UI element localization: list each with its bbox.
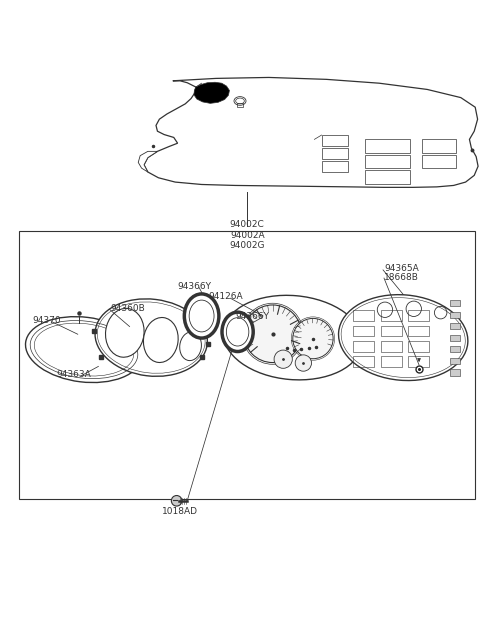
Bar: [422, 155, 456, 168]
Bar: [450, 358, 460, 364]
Bar: [322, 135, 348, 145]
Polygon shape: [144, 78, 478, 187]
Ellipse shape: [25, 317, 143, 382]
Text: 1018AD: 1018AD: [162, 507, 198, 516]
Ellipse shape: [293, 319, 333, 359]
Text: 94365A: 94365A: [384, 264, 419, 274]
Bar: [450, 346, 460, 353]
Ellipse shape: [171, 495, 182, 506]
Text: 18668B: 18668B: [384, 272, 419, 282]
Bar: [450, 312, 460, 318]
Bar: [365, 140, 410, 153]
Bar: [322, 161, 348, 171]
Bar: [422, 140, 456, 153]
Ellipse shape: [274, 350, 292, 368]
Polygon shape: [138, 151, 157, 172]
Bar: [450, 323, 460, 329]
Text: 94363A: 94363A: [57, 370, 91, 379]
Bar: [381, 325, 402, 336]
Ellipse shape: [227, 318, 249, 346]
Bar: [365, 170, 410, 183]
Bar: [381, 356, 402, 367]
Ellipse shape: [189, 300, 214, 332]
Ellipse shape: [180, 332, 202, 361]
Ellipse shape: [223, 295, 362, 380]
Ellipse shape: [184, 294, 219, 338]
Bar: [450, 300, 460, 307]
Text: 94126A: 94126A: [209, 292, 243, 301]
Bar: [408, 341, 429, 351]
Bar: [450, 369, 460, 375]
Bar: [19, 231, 475, 499]
Text: 94002C
94002A
94002G: 94002C 94002A 94002G: [229, 221, 265, 250]
Text: 94366Y: 94366Y: [178, 283, 212, 291]
Bar: [322, 148, 348, 159]
Bar: [353, 356, 374, 367]
Bar: [353, 325, 374, 336]
Bar: [353, 341, 374, 351]
Bar: [237, 104, 243, 107]
Text: 94370: 94370: [33, 316, 61, 325]
Ellipse shape: [222, 312, 253, 351]
Bar: [381, 341, 402, 351]
Ellipse shape: [95, 299, 207, 376]
Text: 94360B: 94360B: [110, 304, 145, 313]
Bar: [365, 155, 410, 168]
Ellipse shape: [244, 305, 301, 363]
Ellipse shape: [144, 317, 178, 363]
Bar: [353, 310, 374, 321]
Bar: [408, 356, 429, 367]
Ellipse shape: [338, 295, 468, 380]
Ellipse shape: [295, 355, 312, 371]
Text: 94366Y: 94366Y: [235, 312, 269, 322]
Bar: [408, 325, 429, 336]
Bar: [450, 335, 460, 341]
Bar: [408, 310, 429, 321]
Polygon shape: [194, 82, 229, 104]
Bar: [381, 310, 402, 321]
Ellipse shape: [106, 308, 144, 357]
